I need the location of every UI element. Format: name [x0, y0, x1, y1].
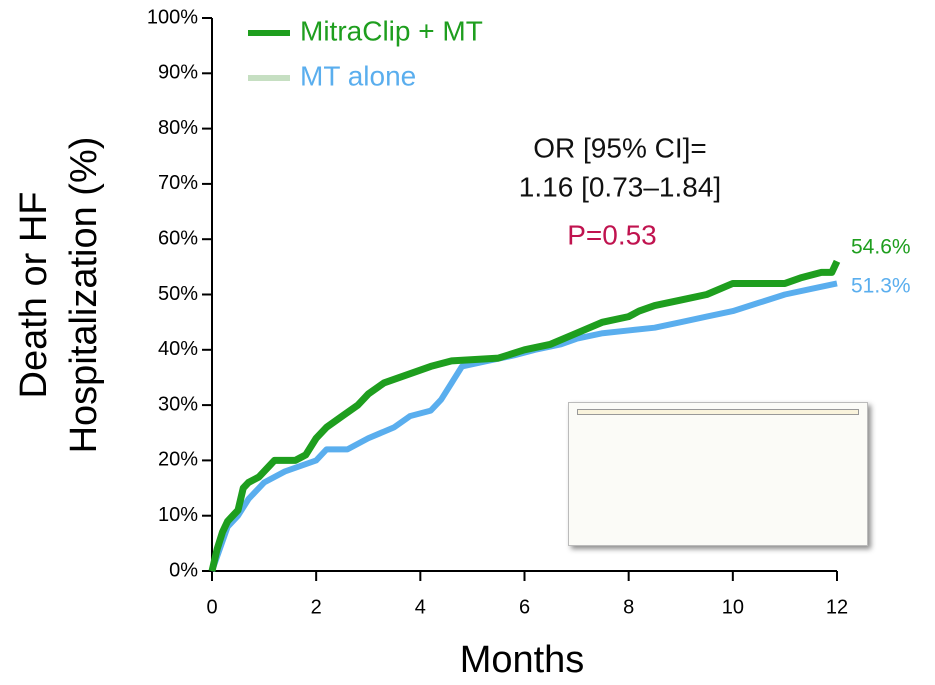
x-tick-label: 12: [826, 596, 848, 618]
y-tick-label: 20%: [158, 449, 198, 471]
legend-label: MT alone: [300, 60, 416, 91]
end-label: 51.3%: [851, 275, 911, 298]
x-tick-label: 6: [519, 596, 530, 618]
series-line: [208, 259, 841, 572]
y-tick-label: 100%: [147, 6, 198, 28]
inset-heading: [577, 409, 859, 415]
x-tick-label: 0: [206, 596, 217, 618]
legend-label: MitraClip + MT: [300, 15, 483, 46]
y-tick-label: 30%: [158, 393, 198, 415]
y-tick-label: 40%: [158, 338, 198, 360]
article-inset: [568, 402, 868, 546]
x-tick-label: 8: [623, 596, 634, 618]
annotation: 1.16 [0.73–1.84]: [519, 171, 721, 202]
y-tick-label: 50%: [158, 283, 198, 305]
y-tick-label: 0%: [169, 559, 198, 581]
annotation: OR [95% CI]=: [533, 132, 707, 163]
y-axis-label: Hospitalization (%): [63, 137, 105, 454]
y-tick-label: 70%: [158, 172, 198, 194]
y-tick-label: 60%: [158, 227, 198, 249]
y-axis-label: Death or HF: [13, 192, 55, 399]
y-tick-label: 10%: [158, 504, 198, 526]
x-axis-label: Months: [460, 639, 585, 681]
x-tick-label: 4: [415, 596, 426, 618]
series-line: [209, 280, 838, 572]
x-tick-label: 2: [311, 596, 322, 618]
y-tick-label: 90%: [158, 62, 198, 84]
annotation: P=0.53: [567, 219, 657, 250]
y-tick-label: 80%: [158, 117, 198, 139]
x-tick-label: 10: [722, 596, 744, 618]
end-label: 54.6%: [851, 236, 911, 259]
